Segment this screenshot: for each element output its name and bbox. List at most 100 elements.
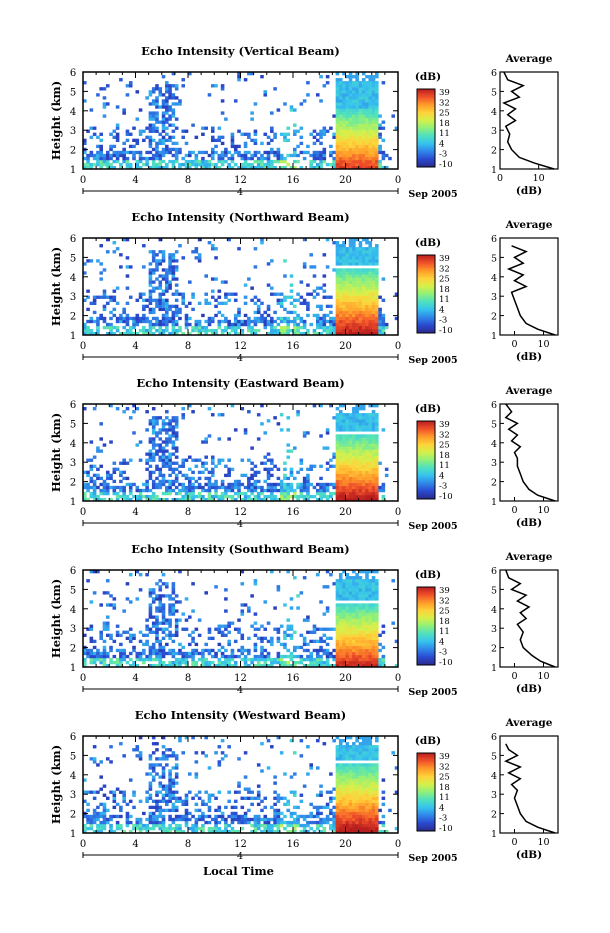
heatmap-cell	[368, 628, 372, 631]
heatmap-cell	[119, 163, 123, 166]
heatmap-cell	[336, 124, 340, 127]
heatmap-cell	[90, 492, 94, 495]
heatmap-cell	[149, 606, 153, 609]
heatmap-cell	[339, 299, 343, 302]
heatmap-cell	[375, 468, 379, 471]
heatmap-cell	[323, 492, 327, 495]
heatmap-cell	[375, 299, 379, 302]
heatmap-cell	[339, 326, 343, 329]
heatmap-cell	[372, 646, 376, 649]
heatmap-cell	[352, 658, 356, 661]
heatmap-cell	[359, 449, 363, 452]
heatmap-cell	[346, 262, 350, 265]
heatmap-cell	[126, 495, 130, 498]
heatmap-cell	[375, 597, 379, 600]
heatmap-cell	[342, 317, 346, 320]
heatmap-cell	[316, 314, 320, 317]
heatmap-cell	[372, 163, 376, 166]
heatmap-cell	[372, 634, 376, 637]
heatmap-cell	[326, 468, 330, 471]
heatmap-cell	[391, 622, 395, 625]
heatmap-cell	[109, 133, 113, 136]
heatmap-cell	[277, 585, 281, 588]
heatmap-cell	[162, 256, 166, 259]
heatmap-cell	[145, 628, 149, 631]
heatmap-cell	[359, 277, 363, 280]
heatmap-cell	[93, 486, 97, 489]
heatmap-cell	[286, 649, 290, 652]
heatmap-cell	[155, 483, 159, 486]
heatmap-cell	[270, 459, 274, 462]
heatmap-cell	[119, 495, 123, 498]
heatmap-cell	[191, 151, 195, 154]
heatmap-cell	[234, 483, 238, 486]
heatmap-cell	[263, 90, 267, 93]
heatmap-cell	[106, 250, 110, 253]
heatmap-cell	[283, 634, 287, 637]
heatmap-cell	[106, 326, 110, 329]
heatmap-cell	[368, 287, 372, 290]
heatmap-cell	[103, 652, 107, 655]
heatmap-cell	[368, 446, 372, 449]
panel-title: Echo Intensity (Northward Beam)	[131, 210, 349, 224]
heatmap-cell	[227, 293, 231, 296]
heatmap-cell	[313, 265, 317, 268]
heatmap-cell	[352, 594, 356, 597]
heatmap-cell	[349, 99, 353, 102]
heatmap-cell	[103, 815, 107, 818]
heatmap-cell	[152, 287, 156, 290]
heatmap-cell	[359, 133, 363, 136]
heatmap-cell	[158, 142, 162, 145]
heatmap-cell	[244, 157, 248, 160]
heatmap-cell	[221, 111, 225, 114]
heatmap-cell	[342, 634, 346, 637]
heatmap-cell	[175, 277, 179, 280]
heatmap-cell	[152, 130, 156, 133]
heatmap-cell	[346, 606, 350, 609]
heatmap-cell	[375, 124, 379, 127]
heatmap-cell	[263, 311, 267, 314]
heatmap-cell	[90, 163, 94, 166]
heatmap-cell	[368, 305, 372, 308]
heatmap-cell	[149, 102, 153, 105]
heatmap-cell	[359, 492, 363, 495]
x-tick-label: 8	[185, 507, 191, 518]
heatmap-cell	[152, 471, 156, 474]
heatmap-cell	[162, 75, 166, 78]
heatmap-cell	[260, 625, 264, 628]
heatmap-cell	[99, 821, 103, 824]
heatmap-cell	[218, 658, 222, 661]
heatmap-cell	[172, 462, 176, 465]
heatmap-cell	[352, 434, 356, 437]
heatmap-cell	[286, 320, 290, 323]
heatmap-cell	[237, 314, 241, 317]
heatmap-cell	[323, 130, 327, 133]
heatmap-cell	[119, 317, 123, 320]
heatmap-cell	[241, 582, 245, 585]
heatmap-cell	[142, 643, 146, 646]
heatmap-cell	[273, 326, 277, 329]
heatmap-cell	[188, 163, 192, 166]
heatmap-cell	[149, 127, 153, 130]
heatmap-cell	[316, 326, 320, 329]
heatmap-cell	[359, 440, 363, 443]
heatmap-cell	[349, 459, 353, 462]
heatmap-cell	[375, 244, 379, 247]
heatmap-cell	[359, 459, 363, 462]
heatmap-cell	[372, 477, 376, 480]
heatmap-cell	[106, 628, 110, 631]
heatmap-cell	[165, 299, 169, 302]
heatmap-cell	[329, 145, 333, 148]
heatmap-cell	[368, 81, 372, 84]
heatmap-cell	[362, 87, 366, 90]
x-tick-label: 0	[80, 175, 86, 186]
heatmap-cell	[349, 250, 353, 253]
heatmap-cell	[224, 474, 228, 477]
heatmap-cell	[375, 489, 379, 492]
heatmap-cell	[362, 108, 366, 111]
heatmap-cell	[155, 329, 159, 332]
heatmap-cell	[329, 151, 333, 154]
heatmap-cell	[336, 456, 340, 459]
heatmap-cell	[365, 160, 369, 163]
